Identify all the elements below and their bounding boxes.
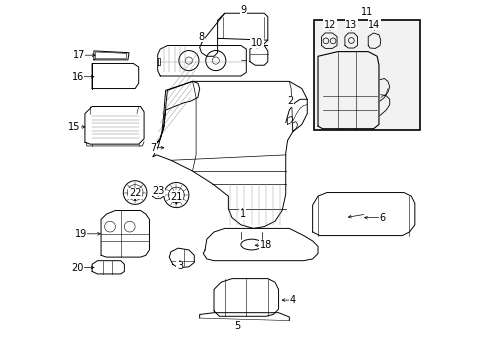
- Text: 15: 15: [68, 122, 80, 132]
- Text: 5: 5: [234, 321, 240, 331]
- Text: 2: 2: [286, 96, 293, 106]
- Text: 17: 17: [73, 50, 85, 60]
- Text: 1: 1: [239, 209, 245, 219]
- Text: 22: 22: [129, 188, 141, 198]
- Text: 20: 20: [71, 262, 84, 273]
- Text: 9: 9: [240, 5, 246, 15]
- Text: 14: 14: [367, 20, 380, 30]
- Text: 16: 16: [71, 72, 84, 82]
- Text: 19: 19: [74, 229, 86, 239]
- Text: 13: 13: [345, 20, 357, 30]
- Text: 6: 6: [379, 213, 385, 222]
- Text: 4: 4: [289, 295, 295, 305]
- Text: 21: 21: [170, 192, 182, 202]
- Text: 10: 10: [250, 38, 263, 48]
- Text: 8: 8: [198, 32, 204, 41]
- Text: 12: 12: [323, 20, 335, 30]
- Text: 18: 18: [259, 240, 272, 250]
- Text: 7: 7: [150, 143, 156, 153]
- Text: 11: 11: [361, 7, 373, 17]
- Text: 3: 3: [177, 261, 183, 271]
- Text: 23: 23: [152, 186, 164, 196]
- FancyBboxPatch shape: [314, 21, 419, 130]
